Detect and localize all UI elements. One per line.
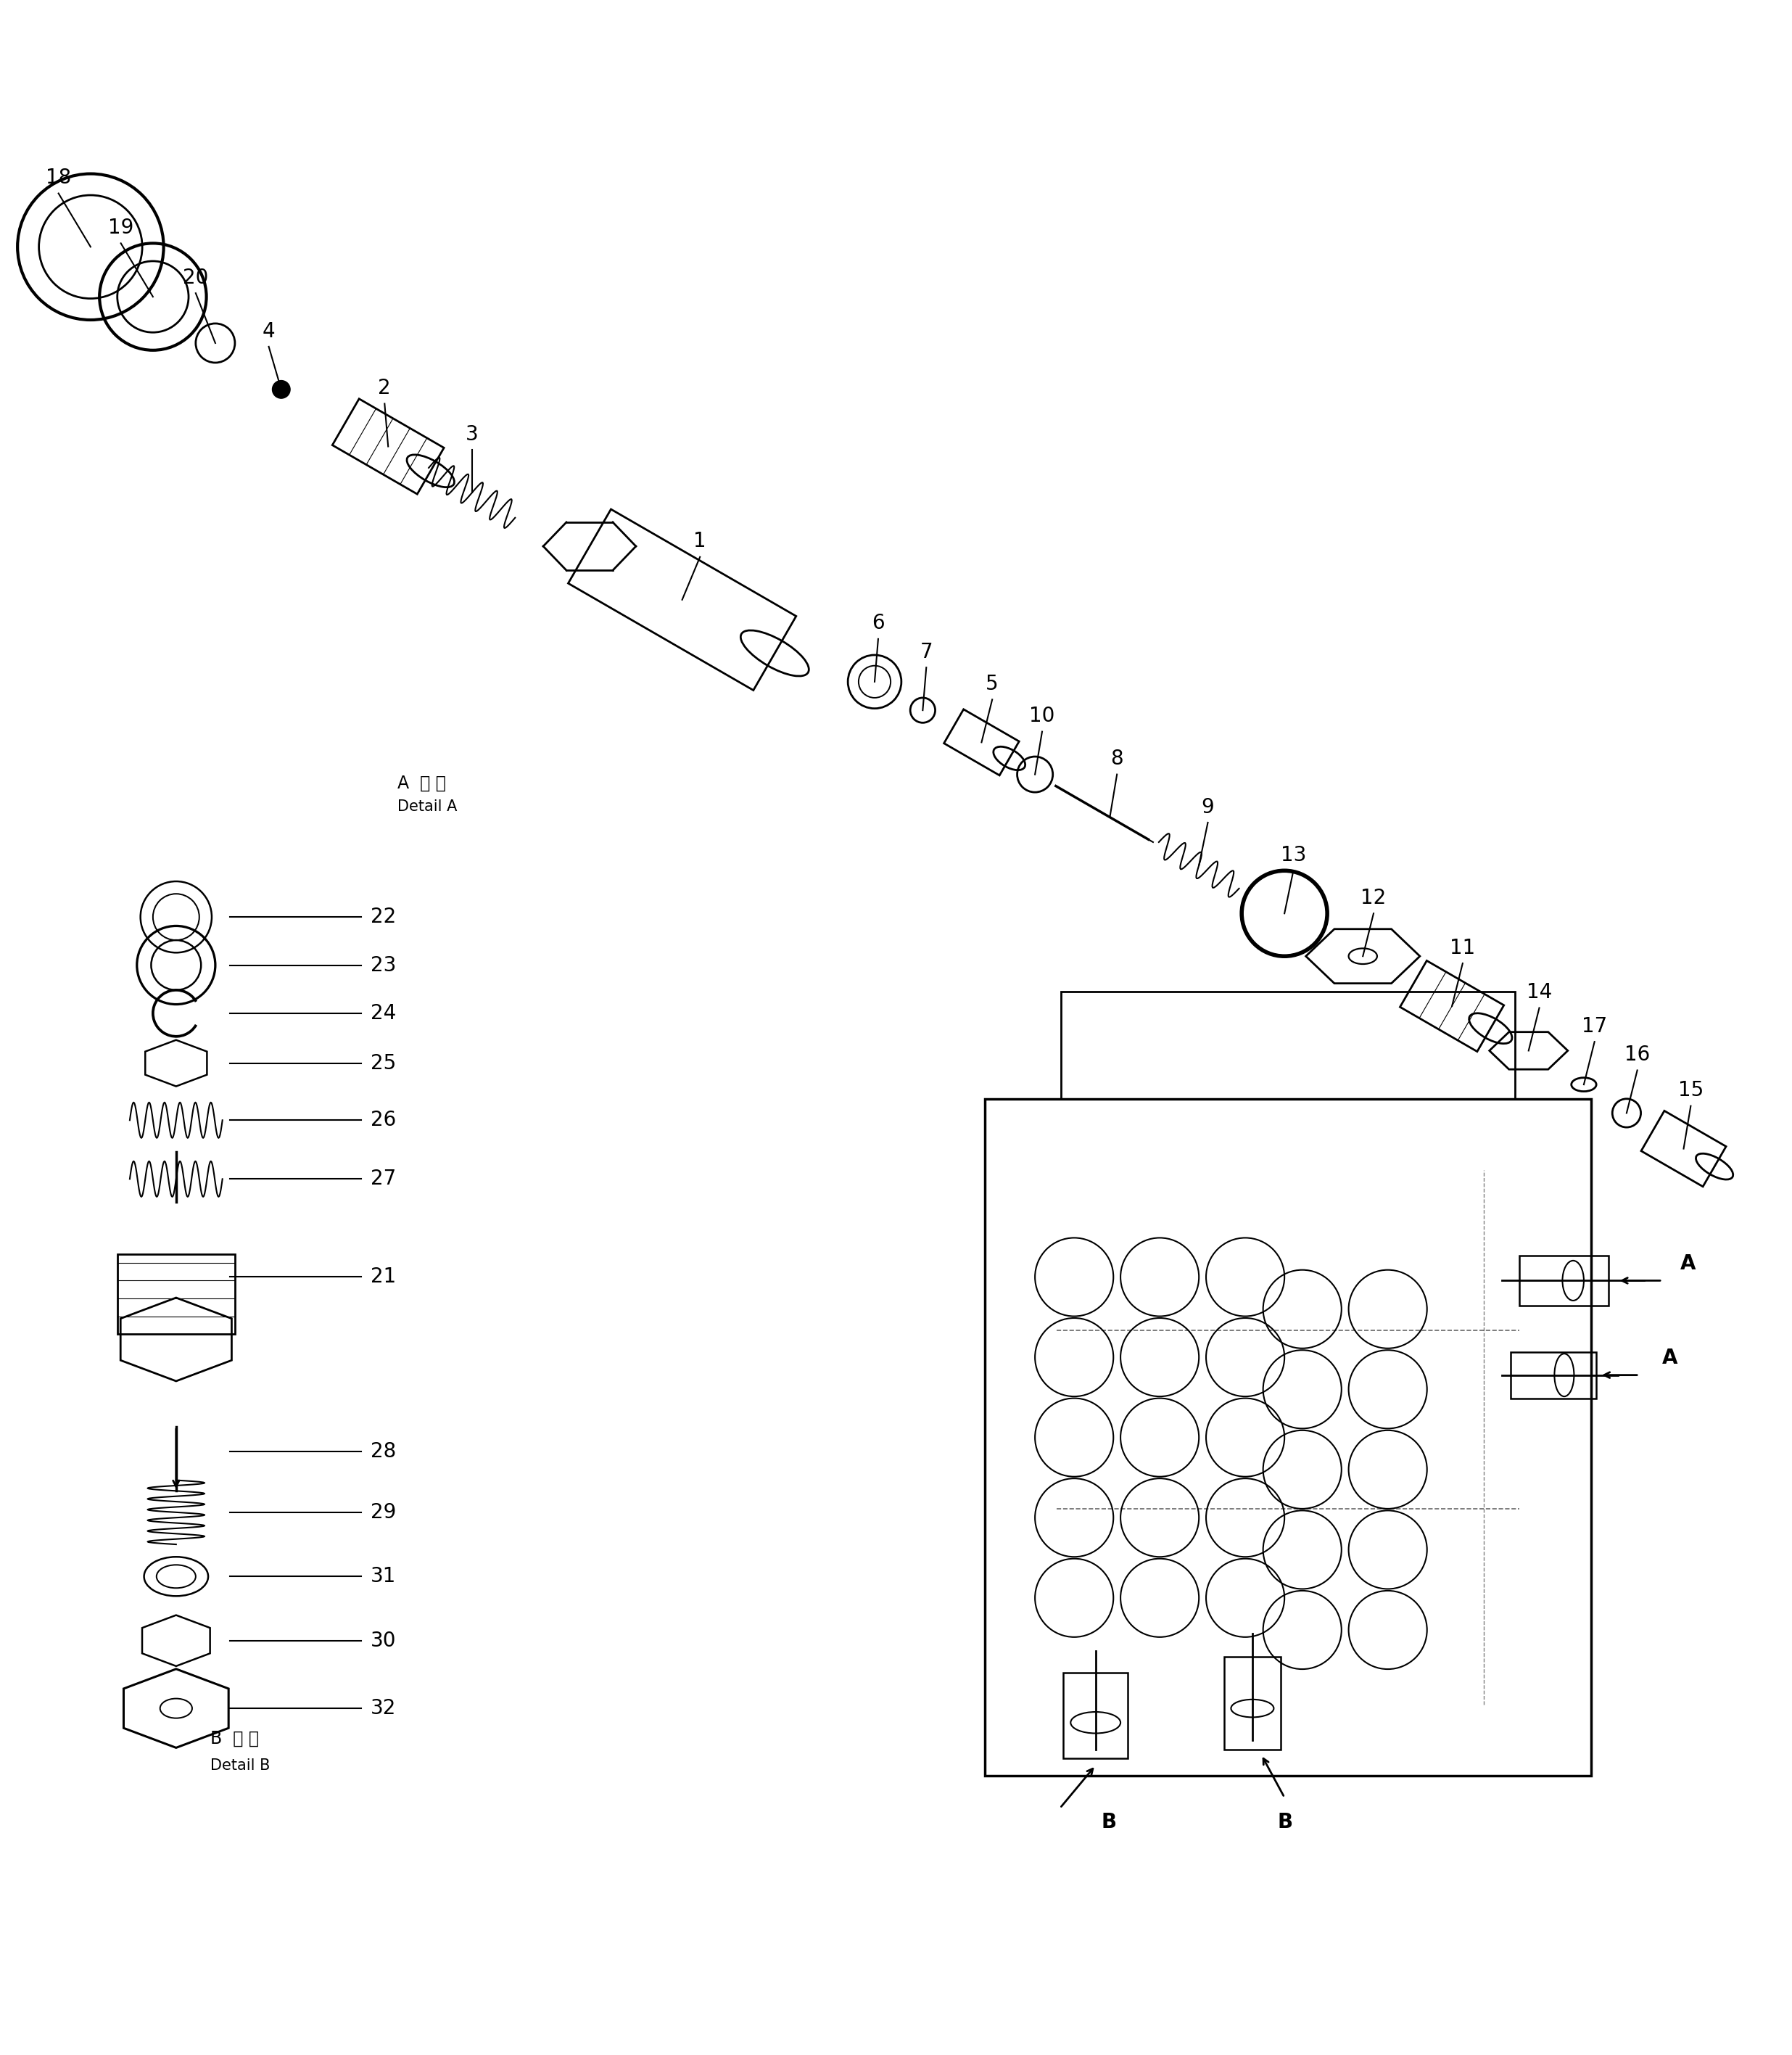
Text: Detail A: Detail A: [398, 799, 457, 814]
Text: 4: 4: [262, 321, 276, 341]
Text: 19: 19: [108, 218, 134, 238]
Text: B: B: [1100, 1813, 1116, 1833]
Text: 16: 16: [1625, 1044, 1650, 1064]
Text: Detail B: Detail B: [210, 1757, 271, 1773]
Text: 6: 6: [871, 612, 885, 633]
Text: 32: 32: [371, 1697, 396, 1718]
Text: 30: 30: [371, 1630, 396, 1650]
Text: 25: 25: [371, 1052, 396, 1073]
Text: 9: 9: [1201, 797, 1215, 818]
Text: A: A: [1663, 1348, 1677, 1369]
Text: 12: 12: [1360, 888, 1387, 908]
Text: 24: 24: [371, 1003, 396, 1023]
Text: 13: 13: [1281, 845, 1306, 865]
Text: 2: 2: [378, 378, 391, 399]
Text: 5: 5: [986, 674, 998, 695]
Text: 7: 7: [919, 641, 932, 662]
Text: 15: 15: [1677, 1081, 1704, 1101]
Text: 23: 23: [371, 956, 396, 976]
Text: 8: 8: [1111, 748, 1124, 769]
Text: 14: 14: [1527, 982, 1552, 1003]
Ellipse shape: [272, 380, 290, 399]
Text: 27: 27: [371, 1169, 396, 1190]
Text: 11: 11: [1450, 937, 1475, 958]
Text: A  詳 細: A 詳 細: [398, 775, 446, 793]
Text: 28: 28: [371, 1441, 396, 1461]
Text: 10: 10: [1029, 707, 1055, 725]
Text: 29: 29: [371, 1502, 396, 1523]
Text: B  詳 細: B 詳 細: [210, 1730, 258, 1747]
Text: 17: 17: [1582, 1015, 1607, 1036]
Text: 1: 1: [694, 532, 706, 551]
Text: 31: 31: [371, 1566, 396, 1586]
Text: 18: 18: [47, 169, 72, 187]
Text: 20: 20: [183, 267, 208, 288]
Text: 22: 22: [371, 906, 396, 927]
Text: 21: 21: [371, 1266, 396, 1286]
Text: 26: 26: [371, 1110, 396, 1130]
Text: A: A: [1681, 1254, 1695, 1274]
Text: 3: 3: [466, 425, 478, 444]
Text: B: B: [1278, 1813, 1292, 1833]
